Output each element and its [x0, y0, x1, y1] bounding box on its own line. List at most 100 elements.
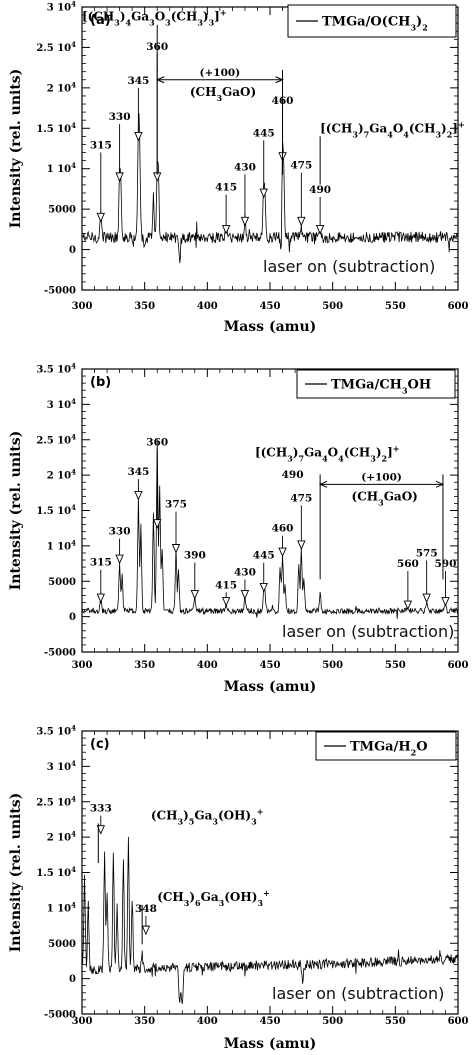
y-tick-label: 1 104 — [47, 538, 76, 553]
peak-mass-label: 330 — [109, 526, 131, 538]
x-tick-label: 450 — [260, 301, 281, 312]
peak-arrow-head — [134, 490, 143, 501]
y-axis-title: Intensity (rel. units) — [8, 793, 24, 953]
peak-arrow-head — [96, 825, 105, 835]
panel-label: (b) — [90, 375, 111, 390]
peak-mass-label: 490 — [282, 469, 304, 481]
x-tick-label: 600 — [448, 301, 469, 312]
peak-mass-label: 390 — [184, 550, 206, 562]
x-tick-label: 500 — [322, 1016, 343, 1027]
x-tick-label: 450 — [260, 1016, 281, 1027]
peak-mass-label: 333 — [90, 803, 112, 815]
y-tick-label: 3.5 104 — [36, 723, 76, 738]
y-tick-label: 3 104 — [47, 396, 76, 411]
peak-mass-label: 415 — [215, 579, 237, 591]
peak-mass-label: 315 — [90, 140, 112, 152]
formula-label: [(CH3)7Ga4O4(CH3)2]+ — [255, 444, 400, 464]
x-tick-label: 600 — [448, 1016, 469, 1027]
y-axis-title: Intensity (rel. units) — [8, 431, 24, 591]
peak-mass-label: 560 — [397, 558, 419, 570]
y-tick-label: 1.5 104 — [36, 503, 76, 518]
y-tick-label: 1 104 — [47, 161, 76, 176]
bracket-bottom-label: (CH3GaO) — [190, 85, 256, 103]
peak-mass-label: 460 — [272, 523, 294, 535]
x-tick-label: 350 — [134, 301, 155, 312]
peak-arrow-head — [315, 224, 325, 235]
y-tick-label: 2.5 104 — [36, 39, 76, 54]
peak-arrow-head — [141, 925, 151, 936]
y-tick-label: 2.5 104 — [36, 794, 76, 809]
peak-mass-label: 445 — [253, 127, 275, 139]
x-axis-title: Mass (amu) — [224, 679, 317, 695]
x-tick-label: 350 — [134, 660, 155, 671]
peak-arrow-head — [441, 597, 450, 607]
x-tick-label: 400 — [197, 301, 218, 312]
formula-label: [(CH3)4Ga3O3(CH3)3]+ — [82, 8, 227, 28]
peak-mass-label: 415 — [215, 182, 237, 194]
y-tick-label: 0 — [69, 974, 76, 985]
x-tick-label: 400 — [197, 660, 218, 671]
peak-mass-label: 375 — [165, 499, 187, 511]
y-tick-label: 1.5 104 — [36, 865, 76, 880]
y-tick-label: 1.5 104 — [36, 120, 76, 135]
peak-arrow-head — [259, 582, 268, 593]
peak-arrow-head — [240, 590, 250, 600]
bracket-bottom-label: (CH3GaO) — [352, 489, 418, 507]
formula-label: [(CH3)7Ga4O4(CH3)2]+ — [320, 119, 465, 139]
peak-mass-label: 430 — [234, 567, 256, 579]
peak-arrow-head — [171, 544, 181, 554]
peak-arrow-head — [259, 188, 268, 199]
peak-arrow-head — [403, 600, 413, 611]
spectrum-trace — [82, 438, 459, 619]
x-tick-label: 500 — [322, 301, 343, 312]
x-axis-title: Mass (amu) — [224, 319, 317, 335]
peak-mass-label: 575 — [416, 547, 438, 559]
peak-arrow-head — [96, 212, 105, 223]
x-tick-label: 300 — [72, 301, 93, 312]
y-tick-label: 2 104 — [47, 80, 76, 95]
y-tick-label: -5000 — [44, 1010, 76, 1021]
y-axis-title: Intensity (rel. units) — [8, 69, 24, 229]
peak-arrow-head — [297, 216, 306, 227]
peak-mass-label: 430 — [234, 161, 256, 173]
peak-arrow-head — [221, 597, 231, 607]
panel-label: (c) — [90, 737, 110, 752]
legend-label: TMGa/H2O — [350, 740, 428, 758]
y-tick-label: 5000 — [48, 939, 76, 950]
x-tick-label: 400 — [197, 1016, 218, 1027]
y-tick-label: 3 104 — [47, 758, 76, 773]
peak-arrow-head — [240, 216, 250, 227]
y-tick-label: 3.5 104 — [36, 361, 76, 376]
y-tick-label: 0 — [69, 612, 76, 623]
peak-arrow-head — [278, 547, 287, 558]
peak-mass-label: 475 — [290, 160, 312, 172]
x-tick-label: 550 — [385, 1016, 406, 1027]
peak-arrow-head — [422, 593, 431, 604]
x-tick-label: 550 — [385, 301, 406, 312]
y-tick-label: 2 104 — [47, 829, 76, 844]
peak-mass-label: 345 — [127, 75, 149, 87]
plot-frame — [81, 6, 459, 291]
peak-arrow-head — [96, 593, 105, 604]
laser-note: laser on (subtraction) — [272, 984, 444, 1003]
chart-panel-3: 300 350 400 450 500 550 600 -5000 0 5000 1 104 1.5 … — [8, 723, 468, 1052]
x-tick-label: 350 — [134, 1016, 155, 1027]
peak-arrow-head — [153, 519, 162, 529]
x-axis-title: Mass (amu) — [224, 1036, 317, 1052]
peak-mass-label: 445 — [253, 550, 275, 562]
y-tick-label: -5000 — [44, 286, 76, 297]
peak-mass-label: 315 — [90, 557, 112, 569]
x-tick-label: 550 — [385, 660, 406, 671]
peak-arrow-head — [115, 172, 124, 183]
peak-arrow-head — [297, 540, 306, 551]
peak-mass-label: 590 — [435, 558, 457, 570]
peak-arrow-head — [115, 554, 124, 565]
peak-mass-label: 475 — [290, 492, 312, 504]
x-tick-label: 300 — [72, 1016, 93, 1027]
x-tick-label: 500 — [322, 660, 343, 671]
y-tick-label: 5000 — [48, 577, 76, 588]
formula-label: (CH3)6Ga3(OH)3+ — [157, 888, 269, 908]
x-tick-label: 300 — [72, 660, 93, 671]
y-tick-label: -5000 — [44, 648, 76, 659]
